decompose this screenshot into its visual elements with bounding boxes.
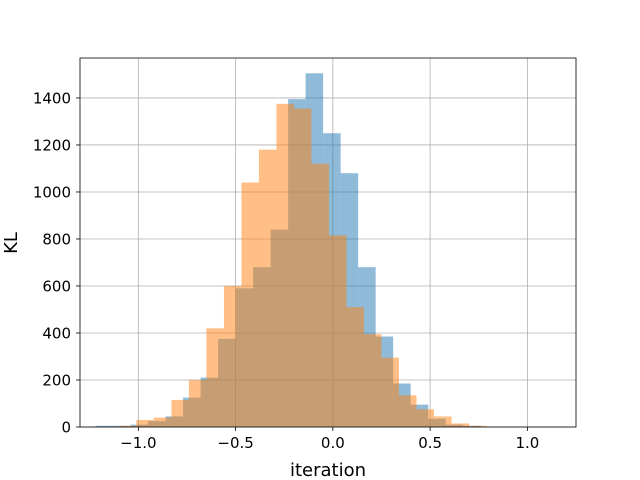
y-tick-label: 400 bbox=[42, 324, 71, 342]
plot-frame bbox=[79, 57, 577, 428]
histogram-bar bbox=[363, 334, 382, 427]
histogram-bar bbox=[451, 423, 470, 427]
x-axis-label: iteration bbox=[290, 460, 366, 480]
histogram-bar bbox=[188, 379, 207, 427]
series-1 bbox=[118, 103, 487, 427]
y-tick-label: 800 bbox=[42, 230, 71, 248]
histogram-bar bbox=[136, 419, 154, 427]
histogram-bar bbox=[416, 409, 435, 427]
histogram-bar bbox=[206, 328, 224, 427]
x-tick-label: −0.5 bbox=[217, 434, 253, 452]
x-tick-label: 0.5 bbox=[418, 434, 442, 452]
y-tick-label: 0 bbox=[61, 419, 71, 437]
y-axis-ticks: 0 200 400 600 800 1000 1200 1400 bbox=[33, 89, 80, 437]
histogram-bar bbox=[171, 399, 189, 427]
histogram-bar bbox=[118, 425, 137, 427]
histogram-bar bbox=[241, 182, 259, 427]
y-tick-label: 600 bbox=[42, 277, 71, 295]
y-tick-label: 1400 bbox=[33, 89, 71, 107]
x-tick-label: −1.0 bbox=[120, 434, 156, 452]
histogram-bar bbox=[293, 108, 312, 427]
y-tick-label: 1200 bbox=[33, 136, 71, 154]
histogram-bar bbox=[276, 103, 294, 427]
y-tick-label: 200 bbox=[42, 371, 71, 389]
histogram-bar bbox=[434, 416, 452, 427]
histogram-bar bbox=[328, 235, 347, 427]
x-tick-label: 0.0 bbox=[321, 434, 345, 452]
histogram-bar bbox=[311, 163, 329, 427]
histogram-bar bbox=[223, 285, 242, 427]
histogram-bar bbox=[469, 425, 487, 427]
histogram-bar bbox=[95, 425, 114, 427]
histogram-bar bbox=[381, 357, 399, 427]
x-axis-ticks: −1.0 −0.5 0.0 0.5 1.0 bbox=[120, 427, 539, 452]
y-tick-label: 1000 bbox=[33, 183, 71, 201]
x-tick-label: 1.0 bbox=[515, 434, 539, 452]
histogram-bar bbox=[398, 395, 417, 427]
y-axis-label: KL bbox=[1, 232, 22, 254]
bars bbox=[95, 73, 487, 428]
histogram-bar bbox=[346, 307, 364, 427]
histogram-bar bbox=[153, 417, 172, 427]
histogram-bar bbox=[258, 149, 277, 427]
